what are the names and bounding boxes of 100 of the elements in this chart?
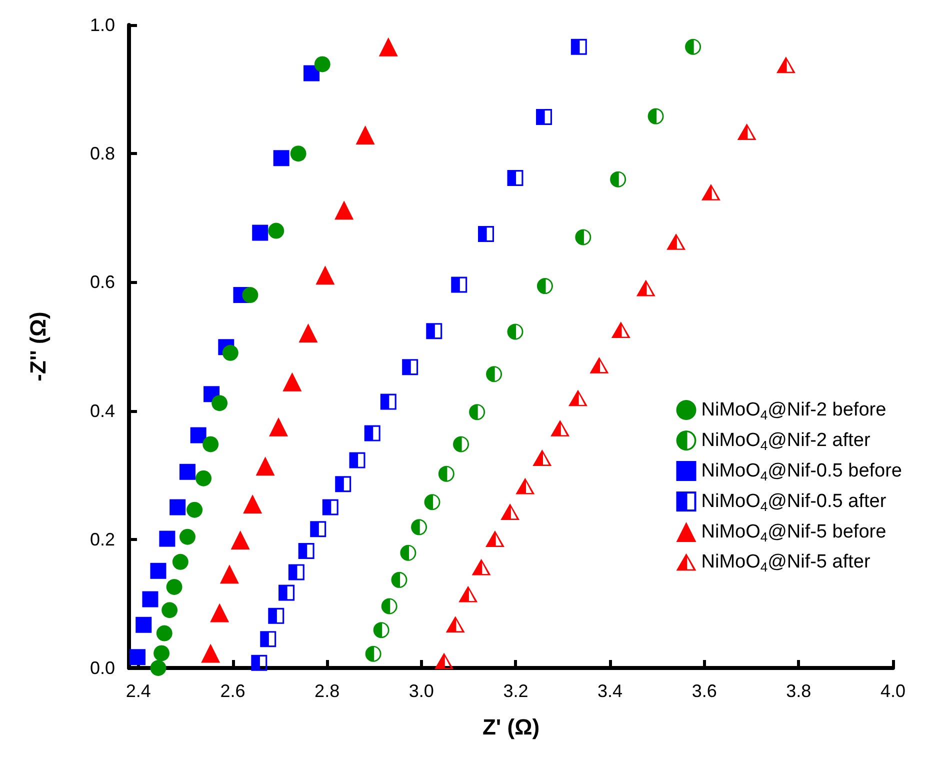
x-tick-label: 2.4 (126, 681, 151, 701)
point (349, 452, 366, 468)
x-tick-label: 3.6 (692, 681, 717, 701)
point (380, 394, 396, 410)
point (478, 226, 494, 242)
point (485, 530, 504, 547)
y-axis-title: -Z'' (Ω) (26, 312, 50, 382)
point (334, 200, 354, 220)
point (298, 542, 314, 559)
point (222, 344, 238, 361)
point (776, 56, 796, 74)
point (282, 372, 302, 392)
point (290, 146, 306, 162)
point (373, 622, 390, 638)
point (532, 450, 552, 466)
x-tick-label: 3.4 (598, 681, 623, 701)
point (190, 427, 206, 444)
point (179, 464, 196, 480)
point (186, 502, 203, 518)
point (256, 456, 275, 476)
point (278, 584, 295, 601)
point (507, 324, 524, 340)
y-tick-label: 0.6 (90, 272, 115, 292)
point (154, 645, 170, 662)
point (568, 390, 588, 406)
point (298, 323, 318, 342)
x-tick-label: 4.0 (880, 681, 906, 701)
point (314, 56, 330, 72)
y-tick-label: 0.0 (90, 658, 115, 678)
point (162, 602, 178, 618)
point (666, 233, 686, 250)
point (426, 323, 442, 340)
point (500, 504, 520, 520)
x-tick-label: 2.8 (314, 681, 340, 701)
x-axis-title: Z' (Ω) (482, 714, 540, 740)
point (268, 222, 284, 239)
point (166, 578, 182, 595)
point (335, 476, 352, 492)
point (378, 37, 398, 56)
y-tick-label: 0.8 (90, 144, 115, 164)
point (210, 603, 230, 622)
point (507, 170, 524, 186)
point (230, 530, 250, 550)
x-tick-label: 2.6 (220, 681, 246, 701)
point (570, 38, 587, 55)
point (611, 322, 630, 338)
point (400, 544, 416, 561)
point (472, 558, 491, 576)
point (701, 184, 720, 200)
point (536, 278, 553, 294)
point (451, 276, 468, 293)
y-tick-label: 1.0 (90, 15, 115, 35)
point (648, 108, 664, 124)
point (536, 108, 552, 125)
point (590, 356, 609, 374)
point (575, 229, 592, 246)
point (136, 616, 152, 633)
x-tick-label: 3.0 (408, 681, 434, 701)
point (316, 266, 335, 285)
point (636, 280, 656, 296)
point (610, 171, 626, 188)
point (268, 608, 284, 624)
point (322, 499, 338, 516)
point (220, 564, 239, 584)
y-tick-label: 0.2 (90, 529, 115, 550)
point (458, 586, 478, 602)
x-tick-label: 3.2 (503, 681, 528, 701)
point (550, 420, 570, 436)
point (438, 466, 454, 482)
point (381, 598, 398, 614)
point (212, 395, 228, 412)
point (252, 224, 268, 241)
point (469, 404, 486, 420)
point (179, 528, 196, 545)
point (150, 562, 166, 579)
point (685, 38, 702, 55)
point (411, 519, 428, 536)
point (196, 470, 212, 486)
point (150, 660, 166, 676)
point (156, 625, 172, 642)
point (243, 494, 262, 514)
point (170, 499, 186, 516)
point (486, 366, 502, 382)
x-tick-label: 3.8 (786, 681, 812, 701)
point (364, 425, 380, 442)
point (356, 125, 375, 144)
point (402, 359, 418, 376)
point (288, 564, 304, 580)
point (424, 494, 440, 510)
point (242, 287, 258, 304)
point (260, 631, 276, 648)
point (172, 554, 188, 570)
point (304, 65, 320, 82)
point (159, 530, 176, 547)
point (365, 646, 382, 662)
point (446, 616, 465, 632)
point (142, 591, 158, 608)
point (202, 436, 219, 452)
point (453, 436, 469, 452)
point (516, 478, 535, 494)
